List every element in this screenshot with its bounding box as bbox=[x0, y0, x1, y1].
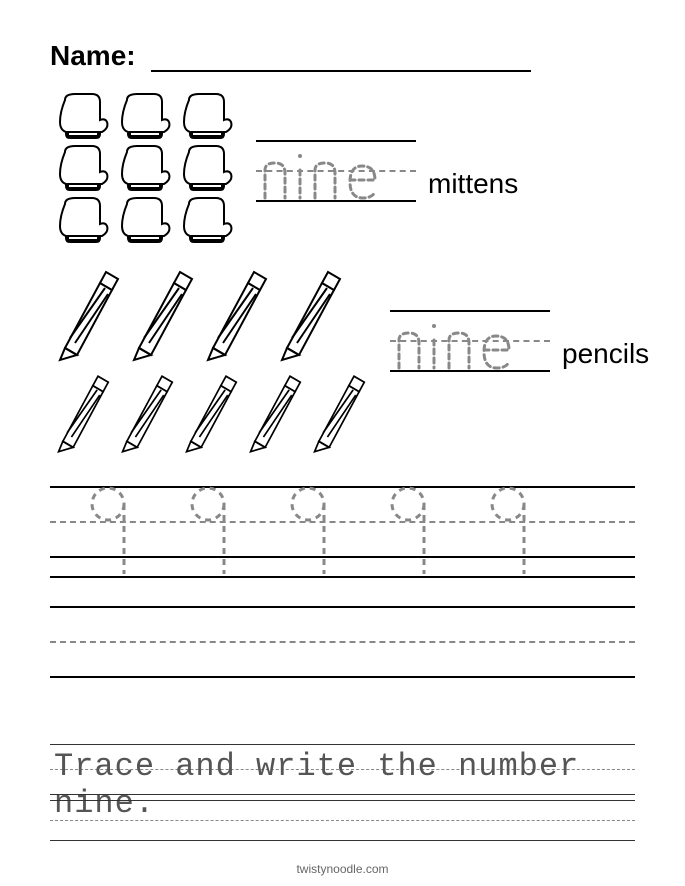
pencil-icon bbox=[124, 268, 194, 363]
pencil-icon bbox=[50, 371, 110, 456]
name-field: Name: bbox=[50, 40, 635, 72]
pencil-block bbox=[50, 268, 370, 456]
mitten-icon bbox=[112, 144, 172, 194]
mitten-icon bbox=[50, 144, 110, 194]
trace-digit-nine bbox=[290, 486, 330, 576]
pencils-section: pencils bbox=[50, 268, 635, 456]
title-blank-lines bbox=[50, 800, 635, 840]
pencil-row-1 bbox=[50, 268, 370, 363]
mitten-icon bbox=[50, 92, 110, 142]
name-blank-line[interactable] bbox=[151, 70, 531, 72]
trace-word-lines[interactable] bbox=[390, 310, 550, 370]
writing-row-2[interactable] bbox=[50, 606, 635, 676]
trace-digit-nine bbox=[190, 486, 230, 576]
practice-writing-area bbox=[50, 486, 635, 676]
name-label: Name: bbox=[50, 40, 136, 71]
mitten-icon bbox=[174, 92, 234, 142]
footer-credit: twistynoodle.com bbox=[0, 862, 685, 876]
writing-row-1[interactable] bbox=[50, 486, 635, 576]
pencil-icon bbox=[178, 371, 238, 456]
pencils-label: pencils bbox=[562, 338, 649, 370]
trace-word-nine bbox=[394, 318, 544, 370]
pencil-icon bbox=[114, 371, 174, 456]
mitten-grid bbox=[50, 92, 236, 248]
mitten-icon bbox=[174, 196, 234, 246]
pencil-icon bbox=[272, 268, 342, 363]
trace-word-nine bbox=[260, 148, 410, 200]
pencil-icon bbox=[50, 268, 120, 363]
trace-word-lines[interactable] bbox=[256, 140, 416, 200]
pencil-icon bbox=[242, 371, 302, 456]
pencil-row-2 bbox=[50, 371, 370, 456]
mitten-icon bbox=[174, 144, 234, 194]
mitten-icon bbox=[112, 92, 172, 142]
pencil-icon bbox=[198, 268, 268, 363]
mitten-icon bbox=[112, 196, 172, 246]
trace-nines bbox=[90, 486, 530, 576]
mittens-label: mittens bbox=[428, 168, 518, 200]
pencil-icon bbox=[306, 371, 366, 456]
trace-digit-nine bbox=[90, 486, 130, 576]
title-writing-lines: Trace and write the number nine. bbox=[50, 744, 635, 794]
pencils-trace-area: pencils bbox=[390, 310, 649, 370]
worksheet-title-section: Trace and write the number nine. bbox=[50, 744, 635, 846]
mittens-trace-area: mittens bbox=[256, 140, 518, 200]
trace-digit-nine bbox=[490, 486, 530, 576]
mitten-icon bbox=[50, 196, 110, 246]
trace-digit-nine bbox=[390, 486, 430, 576]
mittens-section: mittens bbox=[50, 92, 635, 248]
